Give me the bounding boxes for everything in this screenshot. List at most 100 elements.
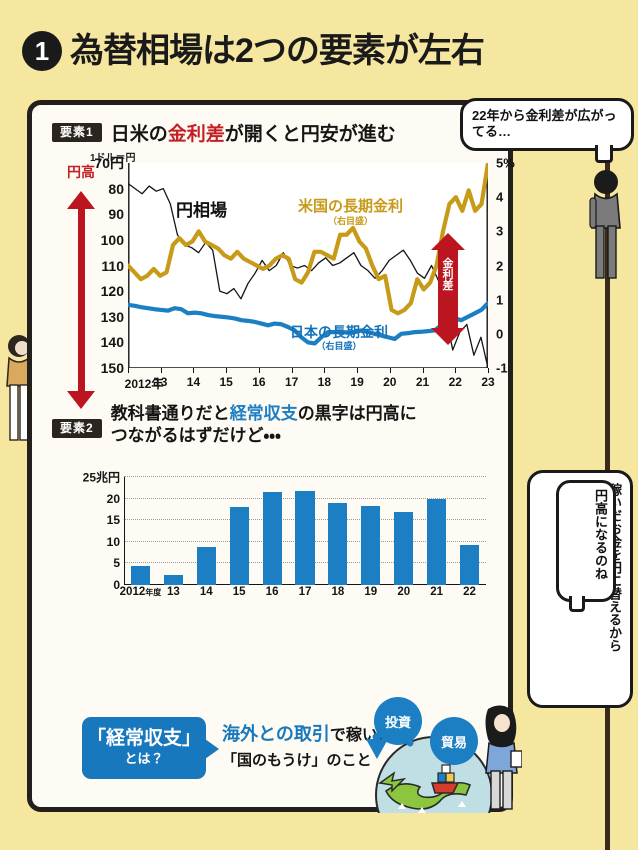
chart2-gridline bbox=[124, 476, 486, 477]
chart2-bar bbox=[229, 507, 249, 585]
chart2-bar bbox=[295, 490, 315, 585]
speech-bubble-top: 22年から金利差が広がってる… bbox=[460, 98, 634, 162]
chart1-left-axis: 70円 80 90 100 110 120 130 140 150 bbox=[72, 155, 124, 376]
chart2-x-tick: 18 bbox=[331, 586, 345, 598]
interest-rate-gap-arrow: 金利差 bbox=[431, 233, 465, 345]
chart1-x-axis: 2012年 13 14 15 16 17 18 19 20 21 22 23 bbox=[124, 368, 495, 394]
chart2-x-axis: 2012年度 13 14 15 16 17 18 19 20 21 22 bbox=[120, 586, 486, 606]
chart1-left-tick: 110 bbox=[101, 257, 124, 274]
legend-yen-rate: 円相場 bbox=[176, 201, 227, 220]
chart1-right-tick: 2 bbox=[496, 258, 504, 273]
chart2-y-tick: 10 bbox=[106, 534, 120, 549]
chart2-bar bbox=[262, 492, 282, 585]
gap-arrow-label: 金利差 bbox=[442, 258, 454, 293]
chart1-left-tick: 140 bbox=[100, 334, 124, 351]
chart1-right-axis: 5% 4 3 2 1 0 -1 bbox=[492, 156, 532, 376]
chart1-right-tick: 3 bbox=[496, 223, 504, 239]
gap-arrow-down-icon bbox=[431, 328, 465, 345]
chart2-x-tick: 17 bbox=[298, 586, 312, 598]
chart2-bar bbox=[196, 546, 216, 585]
chart1-x-tick: 19 bbox=[350, 375, 364, 389]
chart2-x-tick: 21 bbox=[430, 586, 444, 598]
chart1-left-tick: 130 bbox=[100, 308, 124, 325]
chart1-right-tick: 5% bbox=[496, 155, 515, 171]
chart1-right-tick: -1 bbox=[496, 360, 508, 376]
chart2-bar bbox=[427, 499, 447, 585]
gauge-arrow-down-icon bbox=[67, 391, 95, 409]
page-title-text: 為替相場は2つの要素が左右 bbox=[70, 32, 485, 70]
chart1-x-tick: 20 bbox=[383, 375, 397, 389]
gap-arrow-up-icon bbox=[431, 233, 465, 250]
definition-text-highlight: 海外との取引 bbox=[222, 724, 330, 744]
chart1-left-tick: 150 bbox=[100, 360, 124, 376]
page-title: 1 為替相場は2つの要素が左右 bbox=[22, 22, 622, 80]
chart2-y-tick: 25兆円 bbox=[82, 470, 120, 485]
chart1-left-tick: 70円 bbox=[94, 155, 124, 171]
chart2-bar bbox=[328, 502, 348, 585]
definition-badge-line1: 「経常収支」 bbox=[86, 728, 201, 750]
definition-badge: 「経常収支」 とは？ bbox=[82, 717, 219, 779]
chart1-left-tick: 120 bbox=[100, 283, 124, 300]
section2-title: 教科書通りだと経常収支の黒字は円高に つながるはずだけど・・・ bbox=[110, 404, 417, 446]
chart2-x-tick: 16 bbox=[265, 586, 279, 598]
chart1-x-tick: 18 bbox=[317, 375, 332, 389]
title-number-badge: 1 bbox=[22, 31, 62, 71]
chart1-unit-label: 1ドル＝円 bbox=[90, 153, 136, 164]
section1-title: 日米の金利差が開くと円安が進む bbox=[110, 124, 396, 145]
chart1-svg bbox=[128, 163, 488, 368]
chart1-x-tick: 22 bbox=[448, 375, 462, 389]
chart1-x-tick: 23 bbox=[481, 375, 495, 389]
chart2-y-tick: 20 bbox=[106, 491, 120, 506]
chart1-x-tick: 13 bbox=[154, 375, 168, 389]
circle-label-trade: 貿易 bbox=[430, 717, 478, 765]
section2-title-highlight: 経常収支 bbox=[229, 404, 298, 423]
chart1-right-tick: 4 bbox=[496, 189, 504, 205]
gauge-bar bbox=[78, 207, 85, 393]
gap-arrow-bar bbox=[438, 249, 458, 329]
chart2-bar bbox=[163, 575, 183, 585]
definition-badge-line2: とは？ bbox=[124, 751, 164, 767]
circle-label-investment: 投資 bbox=[374, 697, 422, 745]
person-figure-bottom-right bbox=[485, 705, 522, 810]
legend-jp-rate: 日本の長期金利 （右目盛） bbox=[290, 324, 388, 351]
chart2-y-tick: 0 bbox=[113, 578, 120, 592]
definition-text-line2: 「国のもうけ」のこと bbox=[222, 751, 372, 769]
chart1-left-tick: 100 bbox=[100, 231, 124, 248]
chart1-right-tick: 0 bbox=[496, 326, 504, 342]
chart2-x-tick: 19 bbox=[364, 586, 378, 598]
section1-header: 要素1 日米の金利差が開くと円安が進む bbox=[52, 119, 396, 146]
chart1-x-tick: 14 bbox=[186, 375, 201, 389]
chart2-x-tick: 2012年度 bbox=[119, 586, 162, 598]
chart1-x-tick: 15 bbox=[219, 375, 233, 389]
speech-bubble-bottom: 円高になるのね bbox=[556, 480, 616, 612]
chart2-x-tick: 15 bbox=[232, 586, 246, 598]
chart2-bar-chart bbox=[124, 476, 486, 585]
chart2-y-tick: 15 bbox=[106, 513, 120, 528]
globe-illustration: 投資 貿易 bbox=[362, 695, 522, 813]
section2-badge: 要素2 bbox=[52, 419, 102, 438]
person-figure-top-right bbox=[589, 170, 621, 279]
chart1-left-tick: 90 bbox=[108, 206, 124, 223]
chart2-x-tick: 14 bbox=[199, 586, 213, 598]
chart2-x-tick: 20 bbox=[397, 586, 411, 598]
legend-us-rate: 米国の長期金利 （右目盛） bbox=[298, 198, 404, 226]
chart2-y-tick: 5 bbox=[113, 556, 120, 571]
chart1-left-tick: 80 bbox=[108, 180, 124, 197]
section1-title-highlight: 金利差 bbox=[167, 124, 225, 145]
chart2-x-tick: 22 bbox=[463, 586, 476, 598]
section2-header: 要素2 教科書通りだと経常収支の黒字は円高に つながるはずだけど・・・ bbox=[52, 403, 417, 447]
chart2-y-axis: 0 5 10 15 20 25兆円 bbox=[72, 470, 120, 593]
chart2-bar bbox=[130, 566, 150, 585]
gauge-label-top: 円高 bbox=[67, 164, 95, 180]
chart1-x-tick: 16 bbox=[252, 375, 266, 389]
chart2-x-tick: 13 bbox=[166, 586, 180, 598]
main-card: 要素1 日米の金利差が開くと円安が進む 1ドル＝円 円高 円安 70円80901… bbox=[27, 100, 522, 813]
gauge-arrow-up-icon bbox=[67, 191, 95, 209]
chart2-bar bbox=[394, 511, 414, 585]
chart2-bar bbox=[361, 505, 381, 585]
definition-text: 海外との取引で稼いだ 「国のもうけ」のこと bbox=[222, 721, 394, 772]
chart1-line-chart: 円相場 米国の長期金利 （右目盛） 日本の長期金利 （右目盛） 金利差 bbox=[128, 163, 488, 368]
chart1-right-tick: 1 bbox=[496, 292, 504, 308]
chart1-x-tick: 2012年 bbox=[124, 377, 164, 391]
